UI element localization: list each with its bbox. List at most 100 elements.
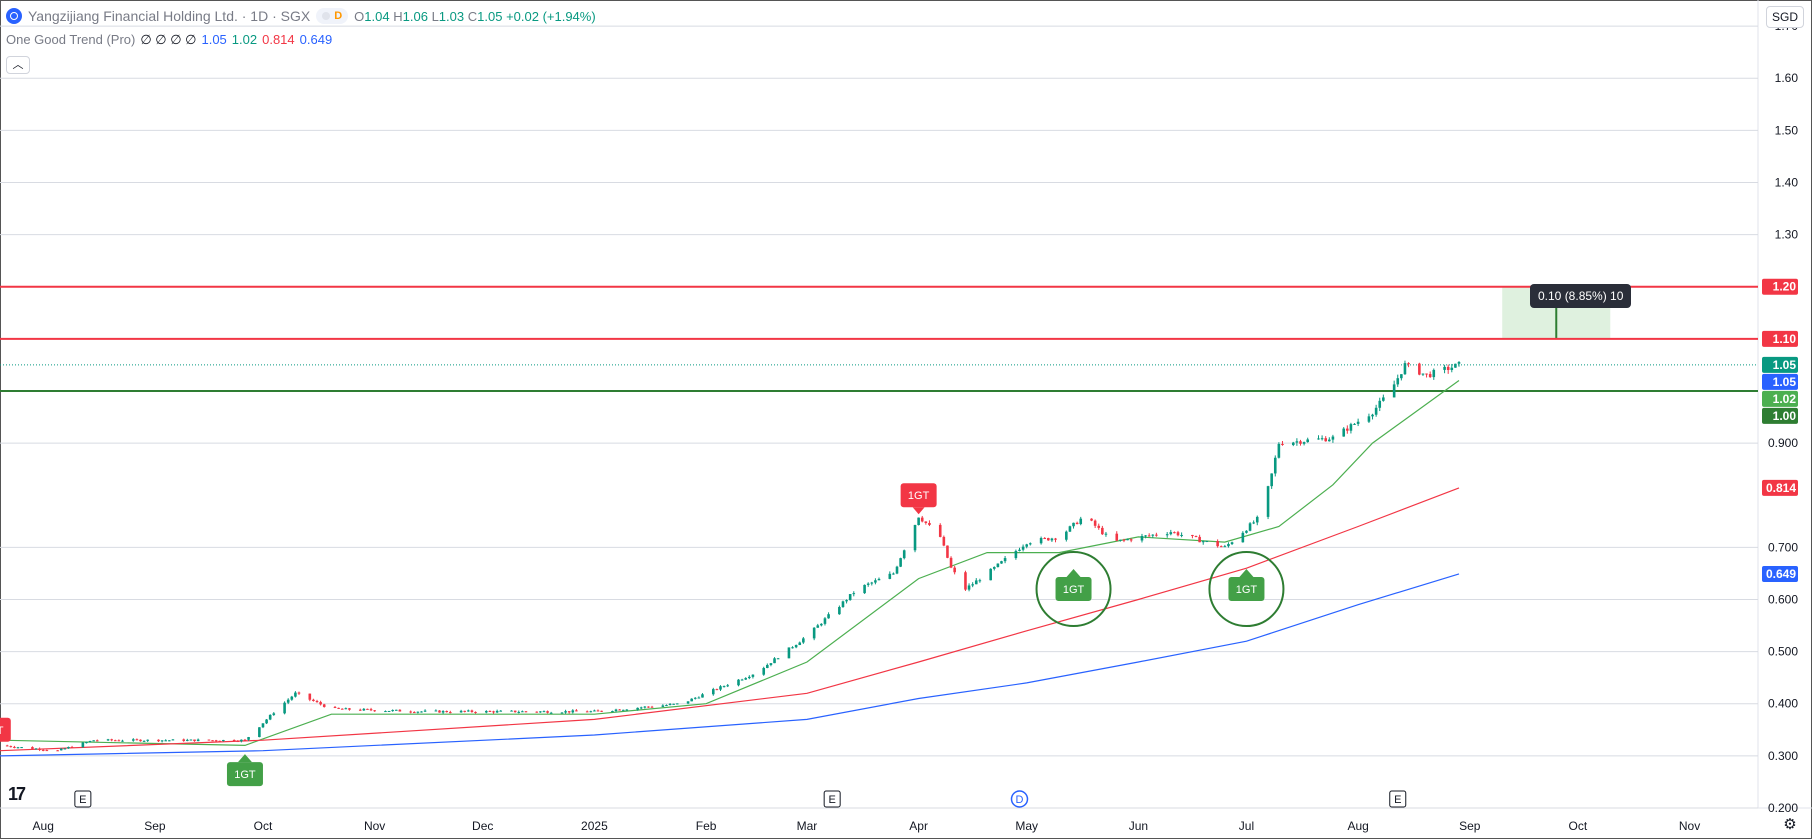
candle-body <box>1281 443 1284 445</box>
ohlc-readout: O1.04 H1.06 L1.03 C1.05 +0.02 (+1.94%) <box>354 9 596 24</box>
candle-body <box>902 550 906 559</box>
candle-body <box>1428 374 1432 378</box>
dividend-marker <box>1010 790 1029 808</box>
signal-label: 1GT <box>0 725 4 737</box>
signal-circle <box>1035 551 1112 628</box>
indicator-name[interactable]: One Good Trend (Pro) <box>6 32 136 47</box>
gear-icon[interactable]: ⚙ <box>1783 816 1797 833</box>
candle-body <box>1018 549 1021 551</box>
candle-body <box>193 739 196 742</box>
y-tick-label: 1.40 <box>1775 175 1799 189</box>
candle-body <box>863 584 866 594</box>
change-value: +0.02 (+1.94%) <box>506 8 596 24</box>
candle-body <box>1198 536 1201 543</box>
candle-body <box>971 584 974 586</box>
candle-body <box>647 706 650 708</box>
candle-body <box>1068 526 1072 532</box>
candle-body <box>308 693 312 700</box>
candle-body <box>643 706 647 708</box>
candle-body <box>1270 473 1273 487</box>
data-status-pill[interactable]: D <box>316 8 349 24</box>
candle-body <box>567 711 571 713</box>
candle-body <box>852 593 856 595</box>
x-tick-label: Apr <box>909 819 928 833</box>
candle-body <box>121 740 124 742</box>
candle-body <box>1378 400 1382 408</box>
price-badge <box>1762 479 1798 496</box>
candle-body <box>1191 534 1194 537</box>
earnings-marker <box>1389 790 1407 808</box>
x-tick-label: Aug <box>33 819 54 833</box>
candle-body <box>1450 367 1454 370</box>
candle-body <box>485 710 488 713</box>
candle-body <box>1273 457 1277 474</box>
price-badge <box>1762 407 1798 424</box>
candle-body <box>549 712 553 714</box>
indicator-placeholders: ∅ ∅ ∅ ∅ <box>140 32 197 47</box>
candle-body <box>1403 363 1407 375</box>
candle-body <box>70 746 74 748</box>
candle-body <box>877 578 881 581</box>
level-badge-label: 1.10 <box>1773 332 1797 346</box>
candle-body <box>384 711 387 713</box>
chevron-up-icon[interactable]: ︿ <box>6 56 30 74</box>
candle-body <box>1392 384 1396 398</box>
y-tick-label: 0.300 <box>1768 749 1798 763</box>
candle-body <box>848 594 852 601</box>
price-badge <box>1762 390 1798 407</box>
candle-body <box>1147 535 1151 537</box>
candle-body <box>539 711 542 713</box>
candle-body <box>978 580 982 582</box>
candle-body <box>1090 518 1093 521</box>
x-tick-label: Feb <box>696 819 717 833</box>
candle-body <box>596 710 600 712</box>
signal-label: 1GT <box>1063 584 1085 596</box>
candle-body <box>290 696 294 700</box>
candle-body <box>1122 539 1126 541</box>
level-badge <box>1762 278 1798 295</box>
moving-average-line-2 <box>0 487 1460 752</box>
symbol-title[interactable]: Yangzijiang Financial Holding Ltd. · 1D … <box>28 8 311 24</box>
candle-body <box>1129 539 1133 541</box>
candle-body <box>146 739 150 741</box>
candle-body <box>1065 531 1068 540</box>
candle-body <box>1425 373 1428 375</box>
candle-body <box>1241 532 1245 543</box>
candle-body <box>160 740 164 742</box>
candle-body <box>214 740 218 742</box>
candle-body <box>1140 535 1144 541</box>
candle-body <box>434 710 438 712</box>
tradingview-logo-icon[interactable]: 17 <box>8 784 26 804</box>
candle-body <box>110 739 113 741</box>
candle-body <box>38 748 41 750</box>
candle-body <box>423 710 427 712</box>
price-badge-label: 1.02 <box>1773 392 1797 406</box>
candle-body <box>1331 436 1335 440</box>
candle-body <box>895 566 899 574</box>
level-badge <box>1762 330 1798 347</box>
indicator-legend[interactable]: One Good Trend (Pro) ∅ ∅ ∅ ∅ 1.05 1.02 0… <box>6 32 332 48</box>
candle-body <box>773 658 776 664</box>
candle-body <box>1050 538 1054 541</box>
candle-body <box>571 710 575 713</box>
candle-body <box>1155 534 1158 536</box>
candle-body <box>333 706 337 708</box>
close-value: 1.05 <box>477 8 503 24</box>
candle-body <box>258 727 261 738</box>
candle-body <box>996 563 1000 568</box>
candle-body <box>1418 363 1421 375</box>
candle-body <box>222 739 225 741</box>
candle-body <box>95 740 99 742</box>
candle-body <box>517 711 521 713</box>
x-tick-label: May <box>1015 819 1038 833</box>
candle-body <box>1407 363 1410 365</box>
currency-button[interactable]: SGD <box>1766 6 1804 28</box>
indicator-value-3: 0.814 <box>262 32 295 47</box>
candle-body <box>247 737 250 740</box>
x-tick-label: 2025 <box>581 819 608 833</box>
candle-body <box>391 710 394 712</box>
candle-body <box>286 699 290 703</box>
signal-box <box>1228 577 1265 602</box>
status-dot-icon <box>322 12 331 20</box>
